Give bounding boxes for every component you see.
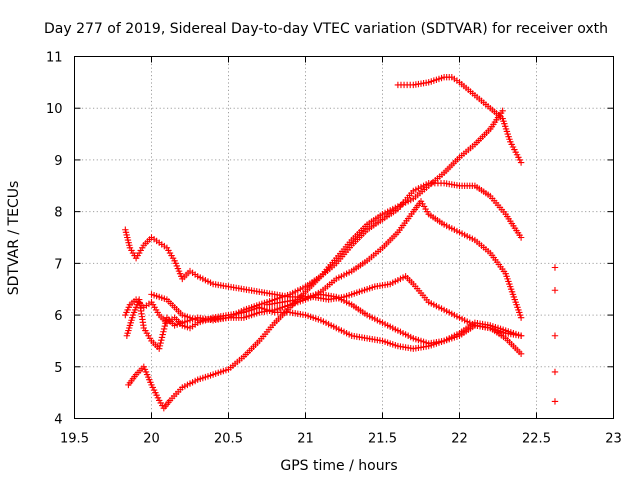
data-point [158,337,165,344]
series-track-c [125,107,506,412]
data-point [551,332,559,339]
x-tick-label: 20 [143,432,160,447]
x-tick-label: 21 [297,432,314,447]
y-tick-label: 11 [46,51,63,66]
data-point [551,398,559,405]
data-point [517,350,525,358]
x-tick-label: 23 [605,432,622,447]
data-point [156,342,164,350]
data-point [517,314,525,321]
y-tick-label: 10 [46,102,63,117]
x-tick-label: 21.5 [368,432,397,447]
chart-title: Day 277 of 2019, Sidereal Day-to-day VTE… [44,21,608,37]
series-track-h [551,264,559,405]
data-point [517,234,525,241]
data-point [551,368,559,376]
data-point [160,328,167,335]
data-point [158,334,166,341]
x-tick-label: 20.5 [214,432,243,447]
data-point [160,325,168,333]
series-track-g [394,73,525,166]
data-point [517,159,525,166]
y-tick-label: 7 [54,257,62,272]
x-tick-label: 22.5 [522,432,551,447]
grid [74,56,614,419]
y-tick-label: 6 [54,309,62,324]
data-point [499,107,506,114]
data-point [551,287,559,294]
axis-ticks: 19.5 20 20.5 21 21.5 22 22.5 23 4 5 6 7 8 9 10 11 [46,51,622,447]
data-points [122,73,559,412]
series-track-f [263,273,525,339]
data-point [162,320,169,327]
data-point [517,332,525,339]
x-tick-label: 22 [451,432,468,447]
y-tick-label: 5 [54,361,62,376]
series-track-b [122,296,525,358]
y-tick-label: 9 [54,154,62,169]
data-point [157,339,164,347]
y-axis-label: SDTVAR / TECUs [6,181,22,296]
y-tick-label: 4 [54,413,62,428]
x-tick-label: 19.5 [60,432,89,447]
data-point [156,345,163,352]
y-tick-label: 8 [54,206,62,221]
data-point [159,331,166,338]
x-axis-label: GPS time / hours [280,458,397,474]
data-point [161,322,168,330]
plot-frame [74,56,614,419]
data-point [551,264,559,271]
series-track-a [122,226,525,347]
